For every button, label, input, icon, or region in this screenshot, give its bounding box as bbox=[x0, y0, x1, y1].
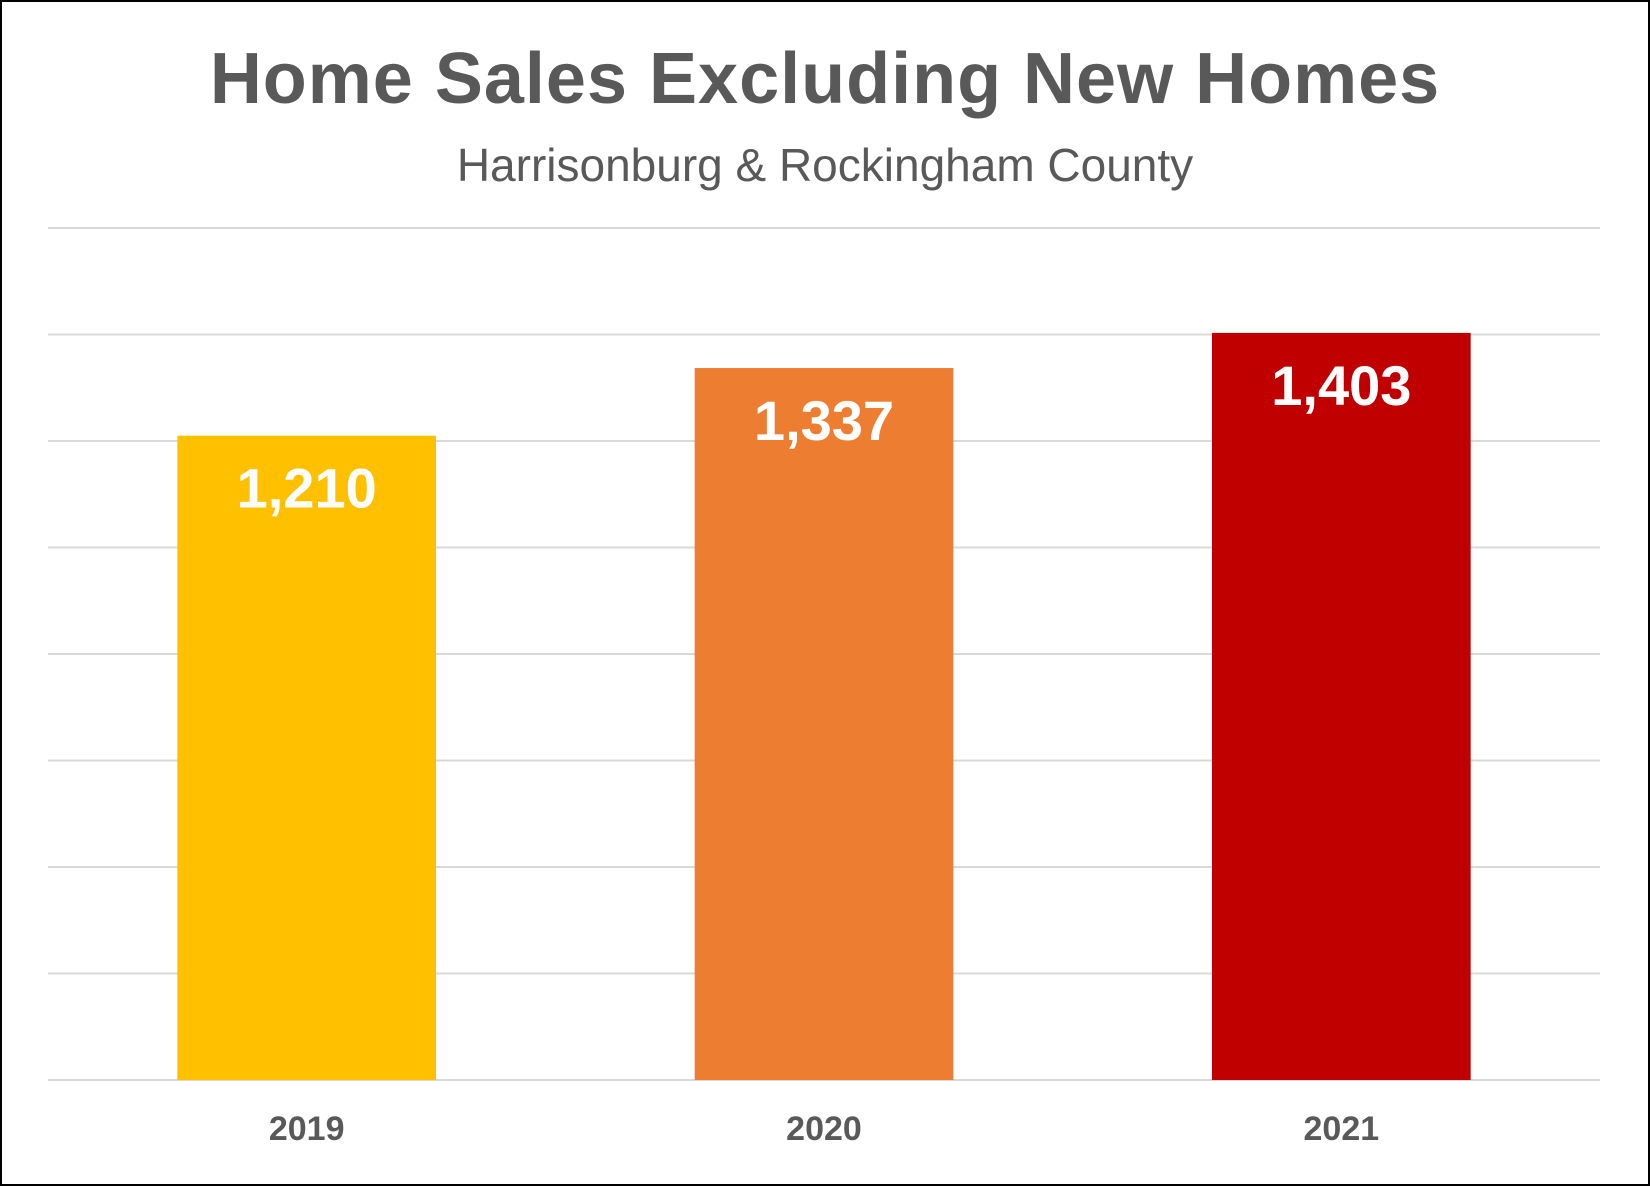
x-tick-label: 2021 bbox=[1304, 1110, 1380, 1148]
x-tick-label: 2020 bbox=[786, 1110, 862, 1148]
bars-group bbox=[177, 332, 1471, 1081]
value-label: 1,210 bbox=[237, 457, 377, 520]
bar-2020 bbox=[694, 368, 954, 1080]
chart-title: Home Sales Excluding New Homes bbox=[209, 39, 1441, 119]
bar-2019 bbox=[177, 435, 437, 1080]
value-labels-group: 1,210 1,337 1,403 bbox=[237, 354, 1412, 520]
value-label: 1,337 bbox=[754, 389, 894, 452]
chart-subtitle: Harrisonburg & Rockingham County bbox=[456, 139, 1194, 191]
x-tick-label: 2019 bbox=[269, 1110, 345, 1148]
bar-2021 bbox=[1212, 332, 1471, 1081]
x-tick-labels-group: 2019 2020 2021 bbox=[269, 1110, 1379, 1148]
value-label: 1,403 bbox=[1271, 354, 1411, 417]
